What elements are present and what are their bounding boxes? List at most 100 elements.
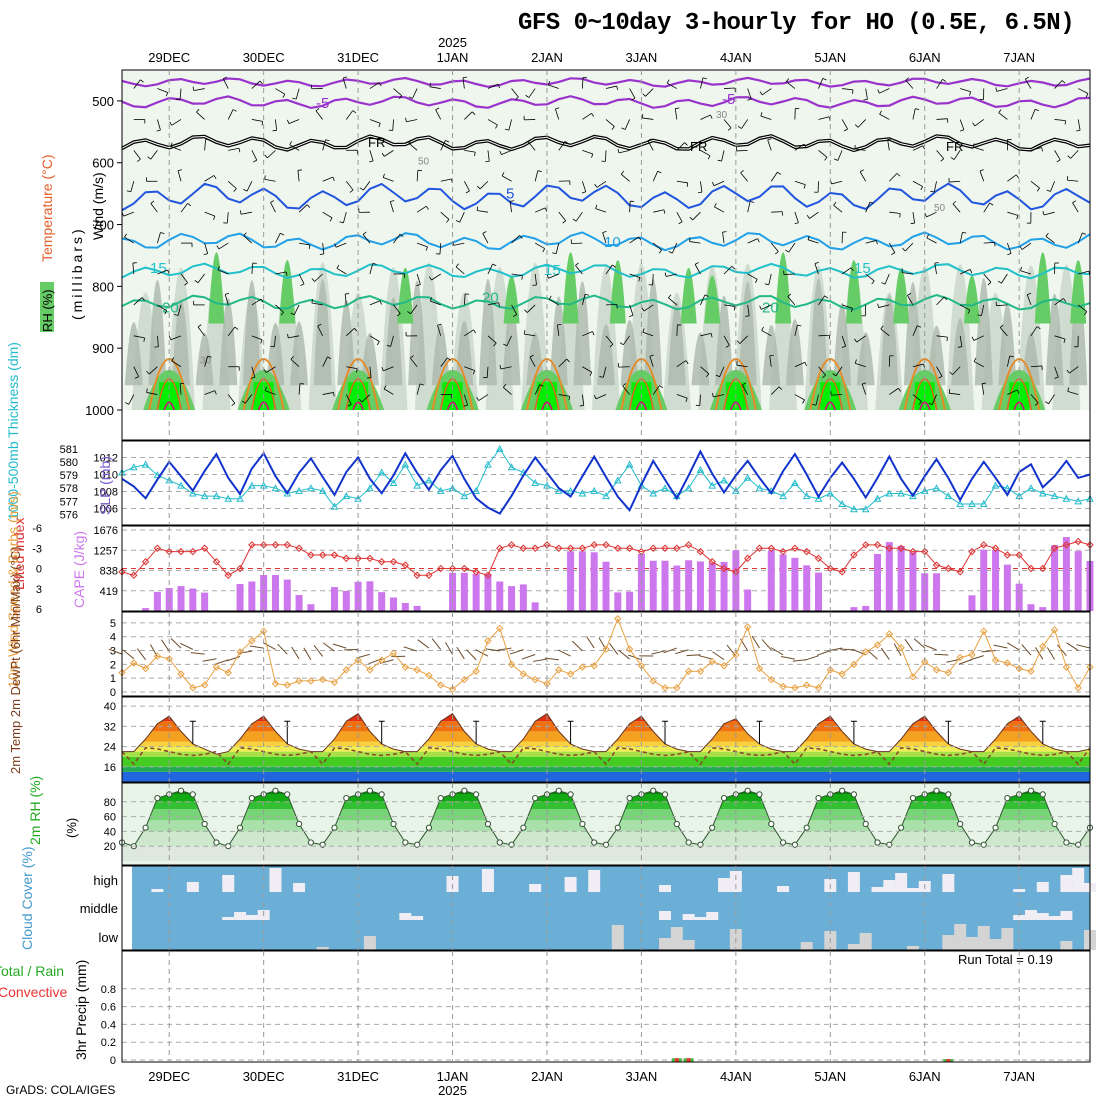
wind-barb bbox=[526, 304, 536, 313]
wind-barb bbox=[362, 234, 371, 244]
wind-barb bbox=[251, 366, 256, 378]
cloud-low-bar bbox=[363, 936, 376, 950]
li-point bbox=[956, 568, 964, 576]
rh2m-point bbox=[756, 791, 763, 798]
wind10m-point bbox=[271, 680, 280, 688]
wind-barb bbox=[880, 328, 890, 337]
wind-barb-flag bbox=[803, 143, 807, 148]
cloud-low-bar bbox=[859, 933, 872, 950]
wind-barb-flag bbox=[666, 79, 670, 84]
wind-barb bbox=[741, 384, 749, 395]
rh2m-point bbox=[414, 841, 421, 848]
wind-barb bbox=[878, 304, 890, 308]
wind-barb bbox=[204, 242, 209, 254]
li-point bbox=[555, 544, 563, 552]
wind-barb-flag bbox=[250, 376, 255, 379]
wind-barb bbox=[582, 181, 587, 192]
li-point bbox=[307, 551, 315, 559]
date-label-bottom: 7JAN bbox=[1003, 1069, 1035, 1084]
li-point bbox=[755, 544, 764, 552]
wind-barb-flag bbox=[812, 403, 817, 406]
thickness-point bbox=[1027, 484, 1035, 492]
rh-dark-area bbox=[597, 324, 615, 386]
wind-barb bbox=[582, 149, 593, 155]
wind-barb-flag bbox=[472, 370, 476, 375]
upper-air-ylabel: (millibars) bbox=[69, 226, 85, 320]
wind10m-point bbox=[708, 657, 716, 666]
wind-barb-flag bbox=[745, 315, 750, 317]
cloud-high-bar bbox=[481, 869, 494, 892]
rh-dark-area bbox=[809, 278, 828, 386]
date-label-top: 29DEC bbox=[148, 50, 190, 65]
wind-barb bbox=[818, 366, 826, 376]
wind10m-point bbox=[555, 666, 563, 674]
rh2m-ylabel: 2m RH (%) bbox=[27, 776, 43, 845]
wind-barb bbox=[412, 88, 418, 99]
rh2m-point bbox=[744, 787, 751, 794]
wind-barb bbox=[410, 357, 418, 367]
wind10m-barb bbox=[1046, 647, 1056, 660]
thickness-point bbox=[366, 484, 374, 492]
wind-barb-flag bbox=[822, 78, 827, 81]
wind10m-barb bbox=[893, 643, 902, 656]
upper-air-tick: 1000 bbox=[85, 403, 114, 418]
wind-barb bbox=[959, 268, 971, 275]
wind-barb bbox=[464, 111, 473, 120]
wind10m-point bbox=[590, 662, 598, 670]
thickness-point bbox=[460, 492, 469, 500]
wind10m-point bbox=[472, 667, 480, 675]
rh2m-point bbox=[980, 841, 987, 848]
legend-rh: RH (%) bbox=[40, 289, 55, 332]
wind-barb bbox=[369, 366, 372, 378]
wind-barb bbox=[1048, 394, 1055, 404]
wind-barb bbox=[905, 79, 914, 89]
wind-frame bbox=[121, 611, 1091, 697]
precip-tick: 0.4 bbox=[101, 1019, 116, 1031]
wind-barb-flag bbox=[778, 386, 783, 390]
cape-bar bbox=[460, 572, 468, 611]
wind-barb bbox=[322, 356, 328, 367]
wind10m-point bbox=[189, 684, 197, 692]
rh2m-point bbox=[295, 820, 303, 828]
wind-barb-flag bbox=[924, 213, 927, 217]
wind-barb bbox=[478, 394, 489, 401]
li-point bbox=[1074, 537, 1082, 546]
wind10m-point bbox=[1074, 684, 1082, 692]
wind-barb-flag bbox=[705, 373, 710, 378]
li-point bbox=[767, 544, 775, 552]
wind-barb-flag bbox=[167, 269, 170, 274]
wind-barb-flag bbox=[1036, 187, 1040, 192]
wind-barb-flag bbox=[803, 184, 806, 189]
thickness-point bbox=[873, 494, 882, 502]
wind10m-barb bbox=[322, 642, 335, 652]
wind-barb-flag bbox=[164, 310, 168, 315]
wind-barb-flag bbox=[354, 328, 358, 332]
wind-barb-flag bbox=[642, 328, 645, 333]
wind-barb-flag bbox=[1016, 389, 1020, 394]
wind10m-barb bbox=[202, 658, 217, 662]
wind10m-barb bbox=[880, 647, 890, 660]
wind10m-barb bbox=[332, 643, 347, 649]
cloud-high-bar bbox=[588, 870, 601, 892]
cloud-mid-bar bbox=[411, 916, 424, 920]
wind-barb-flag bbox=[232, 109, 237, 112]
wind-barb-flag bbox=[525, 94, 530, 98]
wind-barb bbox=[653, 209, 665, 213]
li-point bbox=[1050, 544, 1059, 552]
cape-bar bbox=[1051, 545, 1059, 611]
wind-barb bbox=[1007, 174, 1017, 182]
wind-barb-flag bbox=[552, 252, 557, 255]
wind-barb-flag bbox=[504, 128, 509, 131]
wind-barb bbox=[128, 394, 135, 405]
wind-barb bbox=[770, 386, 780, 395]
wind-barb bbox=[1030, 147, 1042, 151]
cape-bar bbox=[1015, 583, 1023, 611]
wind-barb bbox=[549, 299, 559, 306]
wind10m-point bbox=[625, 645, 634, 653]
wind-barb bbox=[288, 119, 300, 124]
wind-barb bbox=[346, 366, 358, 370]
cape-tick: 419 bbox=[100, 586, 118, 598]
wind-barb-flag bbox=[282, 94, 286, 98]
wind-barb-flag bbox=[814, 261, 819, 264]
wind10m-barb bbox=[313, 645, 324, 657]
